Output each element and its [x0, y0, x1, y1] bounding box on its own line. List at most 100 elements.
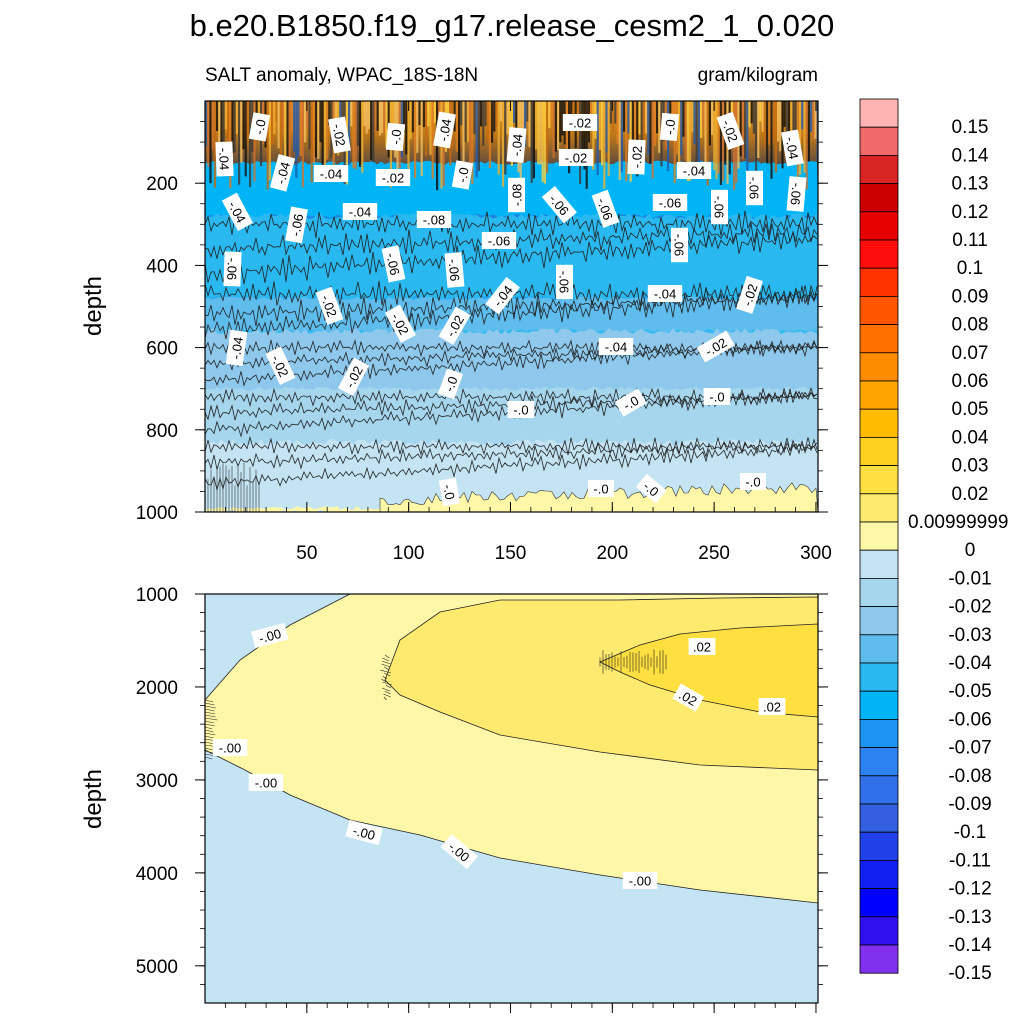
- streak: [381, 101, 384, 133]
- streak: [763, 101, 766, 146]
- streak: [414, 101, 417, 179]
- streak: [631, 101, 634, 159]
- band-2: [205, 213, 818, 302]
- contour-label: -.02: [375, 169, 411, 186]
- colorbar-label: 0.13: [952, 174, 989, 195]
- streak: [310, 101, 313, 183]
- contour-label: -.04: [506, 127, 527, 163]
- contour-label-text: -.00: [257, 626, 283, 646]
- streak: [475, 101, 478, 178]
- colorbar-swatch: [859, 860, 899, 890]
- contour-label: -.06: [381, 245, 406, 283]
- streak: [766, 101, 769, 164]
- streak: [528, 101, 531, 148]
- contour-label: -.06: [746, 170, 763, 206]
- streak: [526, 101, 529, 122]
- streak: [788, 101, 791, 156]
- streak: [471, 101, 474, 184]
- streak: [561, 101, 564, 136]
- streak: [656, 101, 659, 134]
- colorbar-swatch: [859, 662, 899, 692]
- streak: [697, 101, 700, 173]
- bottom-y-axis-label: depth: [80, 769, 107, 829]
- streak: [334, 101, 337, 132]
- colorbar-label: 0.1: [957, 258, 983, 279]
- streak: [326, 101, 329, 160]
- colorbar-swatch: [859, 916, 899, 946]
- colorbar-swatch: [859, 719, 899, 749]
- streak: [403, 101, 406, 133]
- streak: [477, 101, 480, 171]
- contour-line: [205, 726, 213, 730]
- contour-label: -.06: [671, 227, 688, 263]
- streak: [422, 101, 425, 128]
- streak: [227, 101, 230, 157]
- contour-label-text: -.0: [454, 166, 471, 184]
- streak: [783, 101, 786, 127]
- streak: [645, 101, 648, 134]
- contour-label-text: -.06: [594, 196, 616, 222]
- colorbar-swatch: [859, 98, 899, 128]
- contour-label: -.02: [627, 139, 646, 175]
- streak: [323, 101, 326, 167]
- contour-line: [384, 690, 391, 695]
- colorbar-swatch: [859, 944, 899, 974]
- colorbar-label: -0.01: [948, 568, 991, 589]
- contour-label: -.0: [437, 368, 464, 400]
- streak: [361, 101, 364, 173]
- contour-label-text: -.06: [788, 182, 805, 206]
- contour-label: -.04: [433, 111, 456, 149]
- colorbar-label: -0.02: [948, 597, 991, 618]
- streak: [647, 101, 650, 156]
- streak: [491, 101, 494, 143]
- colorbar-label: 0.00999999: [908, 512, 1008, 533]
- y-tick-label: 600: [146, 339, 178, 360]
- bottom-contour-wiggles: [205, 649, 667, 760]
- streak: [486, 101, 489, 141]
- contour-line: [381, 678, 387, 683]
- contour-label: -.04: [598, 338, 634, 355]
- streak: [554, 101, 557, 152]
- streak: [803, 101, 806, 173]
- contour-label: -.0: [438, 477, 461, 507]
- streak: [275, 101, 278, 123]
- contour-label-text: -.0: [441, 374, 460, 393]
- contour-label-text: -.06: [747, 177, 762, 199]
- streak: [286, 101, 289, 162]
- streak: [350, 101, 353, 127]
- contour-label: -.00: [248, 774, 284, 791]
- colorbar-label: -0.13: [948, 907, 991, 928]
- contour-label-text: -.0: [440, 483, 457, 501]
- contour-line: [205, 735, 214, 739]
- contour-label-text: -.04: [654, 287, 676, 302]
- streak: [222, 101, 225, 149]
- streak: [816, 101, 818, 161]
- colorbar-swatch: [859, 775, 899, 805]
- contour-label: -.06: [786, 176, 807, 212]
- colorbar-label: -0.14: [948, 935, 992, 956]
- contour-line: [205, 435, 818, 456]
- streak: [484, 101, 487, 127]
- streak: [524, 101, 527, 147]
- colorbar-swatch: [859, 521, 899, 551]
- streak: [807, 101, 810, 162]
- contour-label-text: -.00: [219, 741, 241, 756]
- contour-label-text: -.06: [446, 258, 463, 282]
- contour-label: -.06: [223, 251, 242, 287]
- contour-line: [205, 732, 216, 736]
- contour-label: .02: [758, 698, 786, 715]
- streak: [585, 101, 588, 189]
- streak: [557, 101, 560, 151]
- contour-label-text: -.0: [621, 393, 642, 414]
- contour-label-text: -.06: [712, 196, 727, 218]
- streak: [623, 101, 626, 132]
- colorbar-swatch: [859, 352, 899, 382]
- streak: [304, 101, 307, 143]
- colorbar-label: -0.06: [948, 709, 991, 730]
- streak: [218, 101, 221, 159]
- colorbar-swatch: [859, 634, 899, 664]
- streak: [328, 101, 331, 126]
- colorbar-swatch: [859, 126, 899, 156]
- x-tick-label: 250: [698, 543, 730, 564]
